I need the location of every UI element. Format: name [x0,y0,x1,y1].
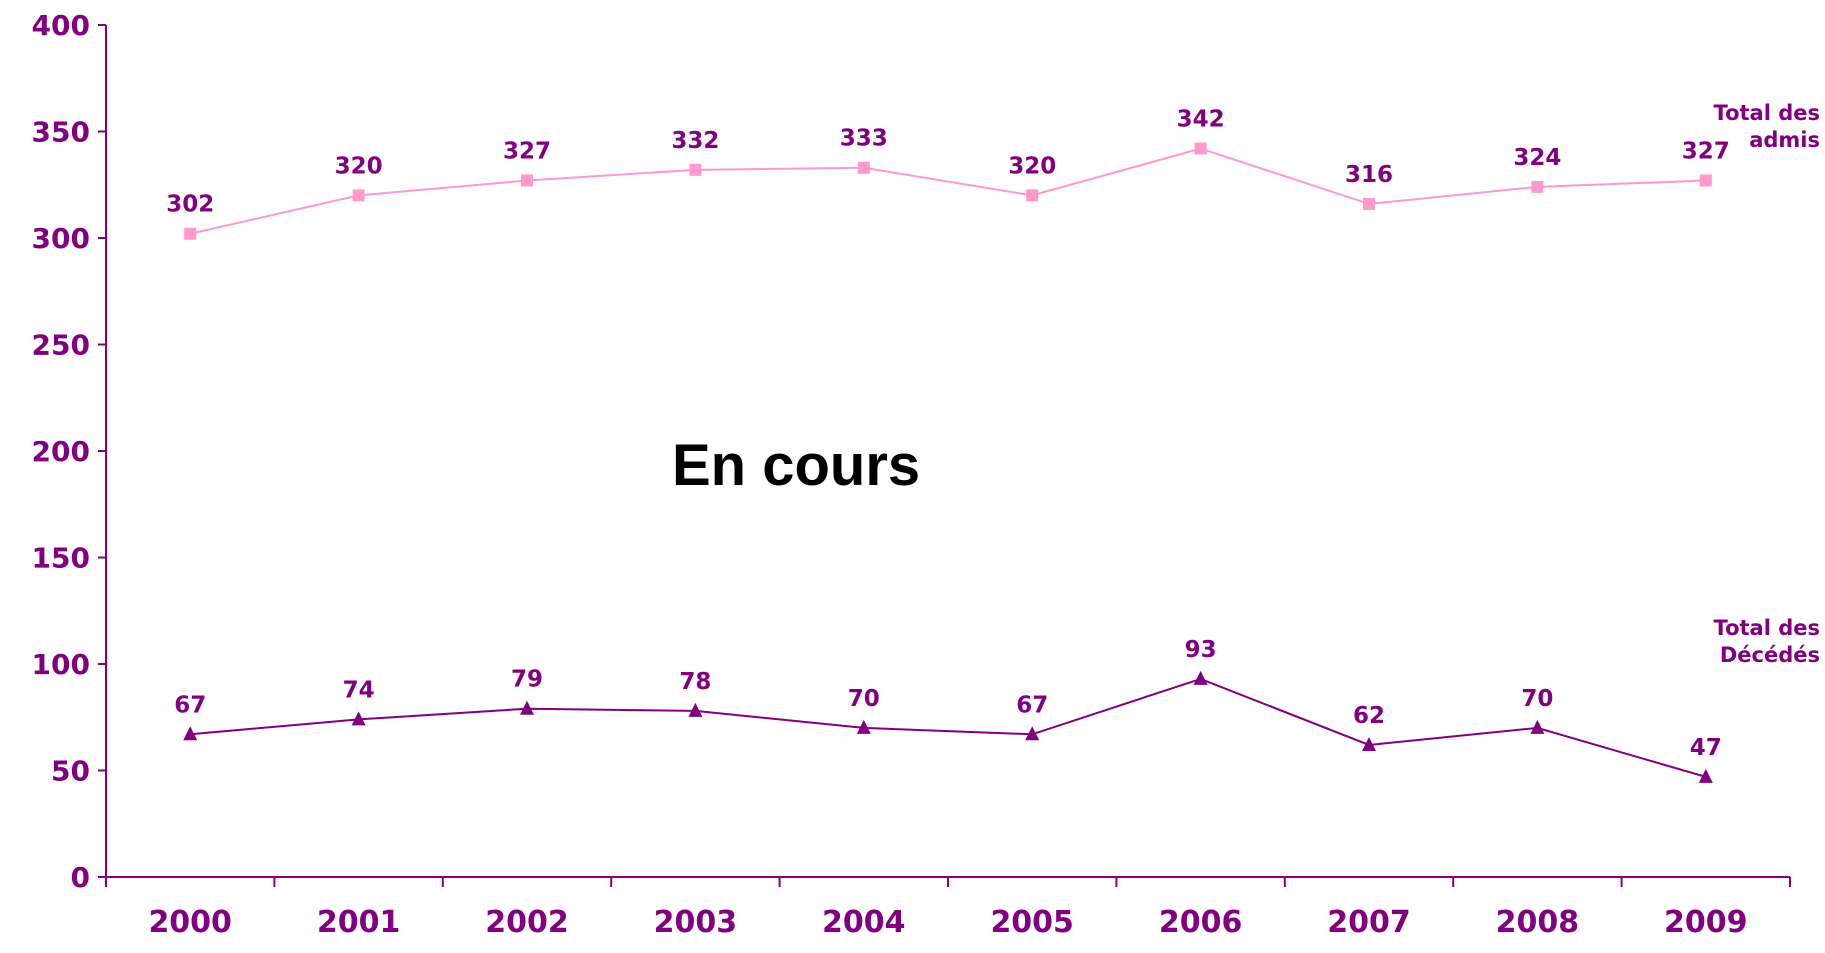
x-tick-label: 2000 [148,905,232,940]
x-tick-label: 2006 [1159,905,1243,940]
data-label: 67 [174,692,206,718]
data-label: 327 [503,138,551,164]
marker [1698,768,1713,783]
data-label: 316 [1345,162,1393,188]
x-tick-label: 2007 [1327,905,1411,940]
marker [1362,736,1376,751]
y-tick-label: 350 [32,116,90,149]
y-tick-label: 250 [32,329,90,362]
y-tick-label: 0 [71,861,90,894]
x-tick-label: 2009 [1664,905,1748,940]
x-tick-label: 2008 [1496,905,1580,940]
data-label: 332 [671,128,719,154]
y-tick-label: 100 [32,648,90,681]
marker [351,711,366,726]
series-line [190,677,1707,778]
marker [857,161,870,174]
marker [1531,180,1544,193]
series-label: Total des admis [1713,101,1820,152]
marker [520,700,534,715]
data-label: 78 [679,669,711,695]
marker [183,726,198,741]
data-label: 302 [166,192,214,218]
data-label: 320 [1008,153,1056,179]
y-tick-label: 150 [32,542,90,575]
series-line [189,147,1706,235]
data-label: 333 [840,126,888,152]
y-tick-label: 300 [32,222,90,255]
x-tick-label: 2004 [822,905,906,940]
data-label: 70 [1521,686,1553,712]
x-tick-label: 2005 [990,905,1074,940]
marker [1530,719,1545,734]
marker [688,702,703,717]
marker [1025,726,1040,741]
data-label: 320 [335,153,383,179]
marker [521,174,533,187]
data-label: 70 [848,686,880,712]
marker [1026,189,1039,202]
data-label: 47 [1690,735,1722,761]
marker [1363,197,1375,210]
marker [856,719,871,734]
data-label: 67 [1016,692,1048,718]
y-tick-label: 200 [32,435,90,468]
annotation: En cours [672,433,921,498]
marker [689,163,702,176]
marker [1194,142,1207,155]
data-label: 324 [1513,145,1561,171]
marker [1193,670,1208,685]
x-tick-label: 2001 [317,905,401,940]
y-tick-label: 50 [51,755,90,788]
marker [352,189,365,202]
series-label: Total des Décédés [1713,616,1820,667]
marker [184,227,197,240]
data-label: 342 [1177,107,1225,133]
data-label: 79 [511,667,543,693]
data-label: 74 [343,677,375,703]
data-label: 62 [1353,703,1385,729]
data-label: 93 [1185,637,1217,663]
y-tick-label: 400 [32,9,90,42]
x-tick-label: 2003 [654,905,738,940]
marker [1699,174,1712,187]
data-label: 327 [1682,138,1730,164]
x-tick-label: 2002 [485,905,569,940]
